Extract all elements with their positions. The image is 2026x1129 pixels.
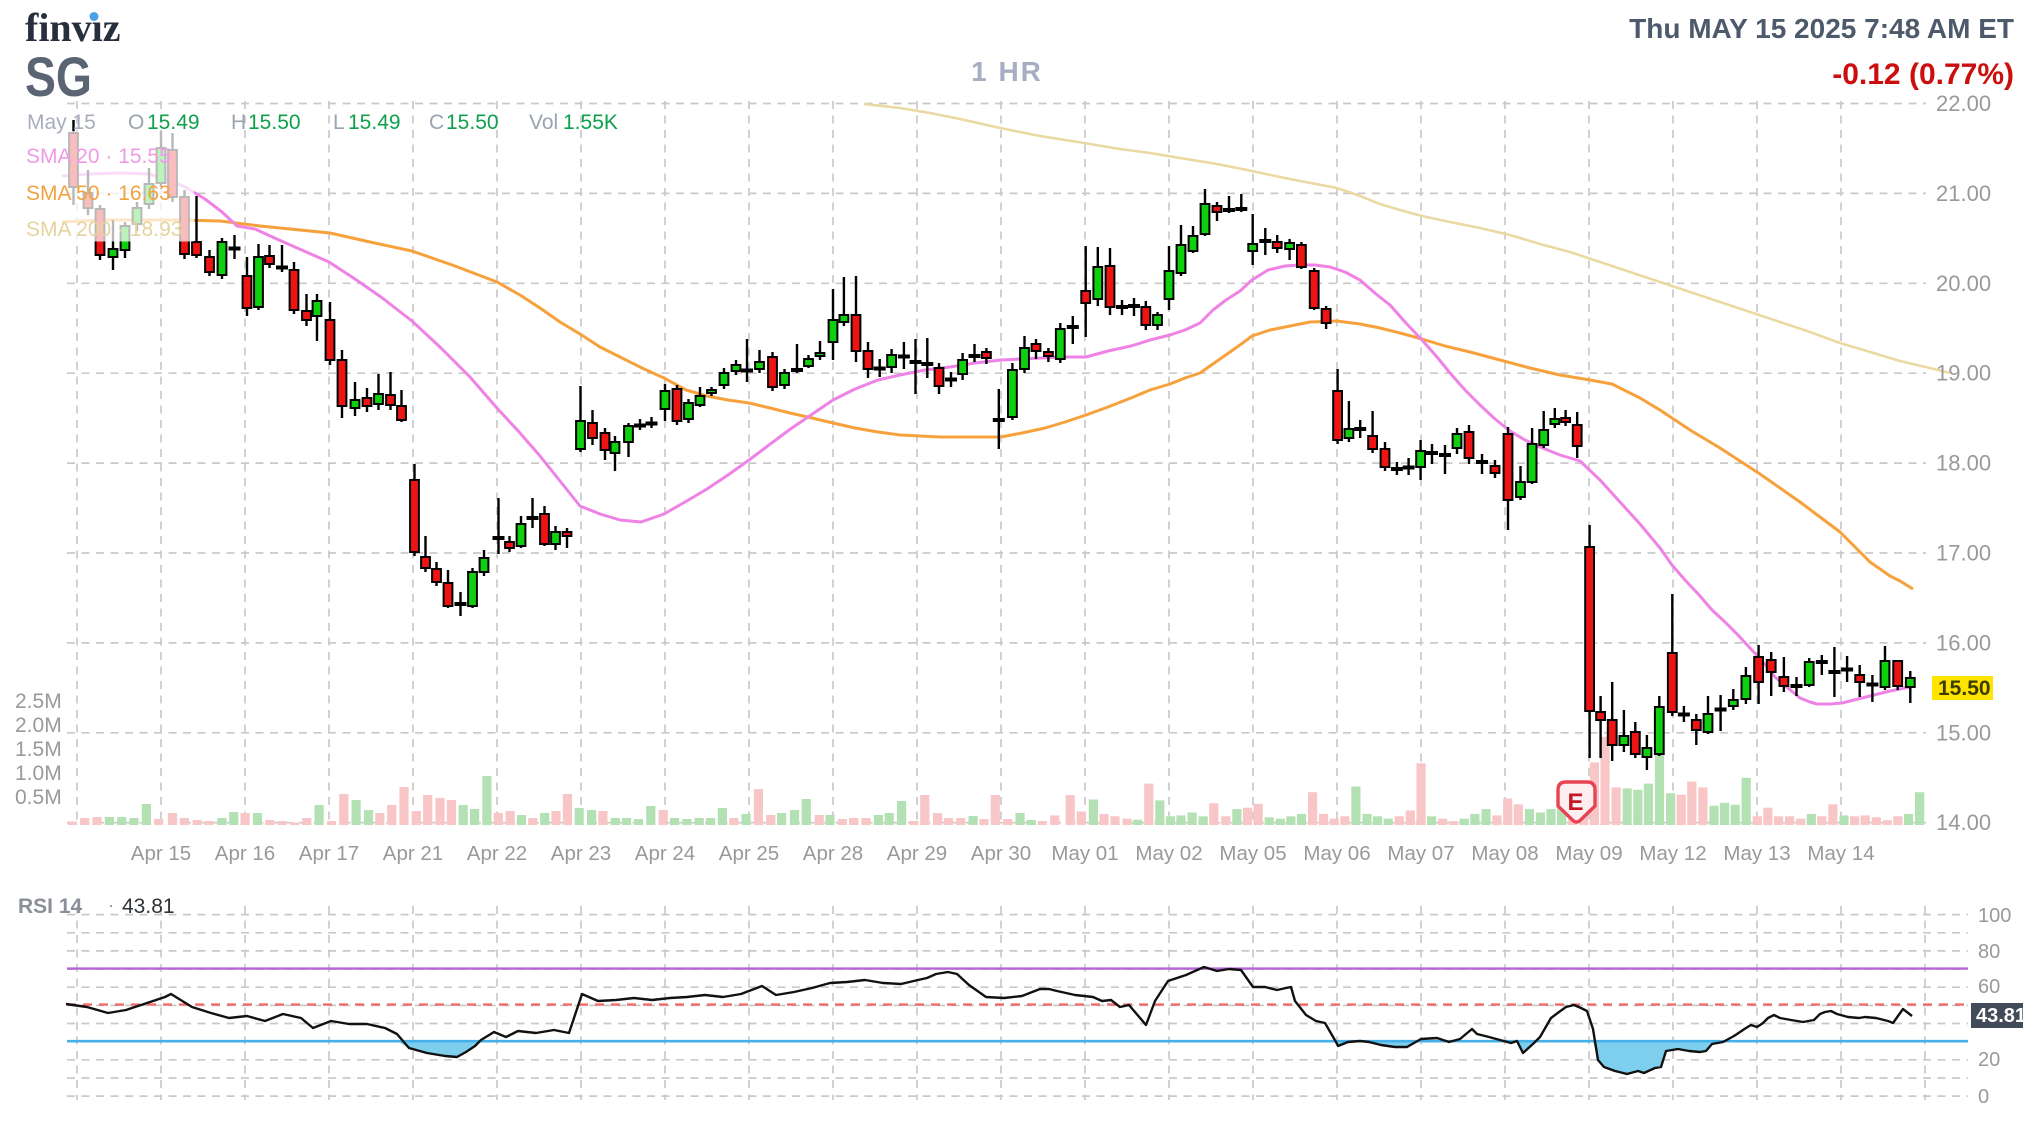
svg-text:21.00: 21.00 (1936, 181, 1991, 206)
svg-text:May 09: May 09 (1555, 842, 1622, 865)
svg-text:Apr 15: Apr 15 (131, 842, 191, 865)
svg-text:E: E (1567, 789, 1583, 816)
svg-text:SG: SG (25, 45, 92, 108)
svg-text:15.49: 15.49 (147, 111, 200, 134)
svg-text:May 13: May 13 (1723, 842, 1790, 865)
svg-text:May 05: May 05 (1219, 842, 1286, 865)
svg-text:May 08: May 08 (1471, 842, 1538, 865)
svg-text:15.50: 15.50 (1938, 677, 1991, 700)
svg-text:Apr 21: Apr 21 (383, 842, 443, 865)
svg-text:H: H (231, 111, 246, 134)
svg-text:Apr 22: Apr 22 (467, 842, 527, 865)
svg-text:43.81: 43.81 (1976, 1005, 2026, 1027)
svg-text:1.55K: 1.55K (563, 111, 618, 134)
svg-text:May 07: May 07 (1387, 842, 1454, 865)
svg-text:May 12: May 12 (1639, 842, 1706, 865)
svg-text:May 02: May 02 (1135, 842, 1202, 865)
svg-text:SMA 50 · 16.63: SMA 50 · 16.63 (26, 182, 171, 205)
svg-text:May 15: May 15 (27, 111, 96, 134)
svg-text:22.00: 22.00 (1936, 91, 1991, 116)
svg-text:2.0M: 2.0M (15, 714, 62, 737)
svg-text:RSI 14: RSI 14 (18, 895, 83, 918)
svg-text:16.00: 16.00 (1936, 630, 1991, 655)
svg-text:20.00: 20.00 (1936, 271, 1991, 296)
svg-text:Apr 24: Apr 24 (635, 842, 695, 865)
svg-text:SMA 200 · 18.93: SMA 200 · 18.93 (26, 218, 182, 241)
svg-text:1 HR: 1 HR (971, 56, 1043, 87)
svg-text:Apr 25: Apr 25 (719, 842, 779, 865)
svg-text:Apr 30: Apr 30 (971, 842, 1031, 865)
svg-text:-0.12 (0.77%): -0.12 (0.77%) (1832, 58, 2014, 91)
svg-text:May 01: May 01 (1051, 842, 1118, 865)
svg-text:·: · (108, 895, 114, 915)
svg-text:18.00: 18.00 (1936, 451, 1991, 476)
svg-text:17.00: 17.00 (1936, 541, 1991, 566)
svg-text:14.00: 14.00 (1936, 810, 1991, 835)
svg-text:Apr 16: Apr 16 (215, 842, 275, 865)
svg-text:Apr 28: Apr 28 (803, 842, 863, 865)
svg-text:finviz: finviz (25, 5, 121, 50)
svg-text:60: 60 (1978, 976, 2000, 998)
svg-text:C: C (429, 111, 444, 134)
svg-text:0: 0 (1978, 1086, 1989, 1108)
svg-text:15.50: 15.50 (248, 111, 301, 134)
svg-text:19.00: 19.00 (1936, 361, 1991, 386)
svg-text:80: 80 (1978, 941, 2000, 963)
svg-text:100: 100 (1978, 905, 2011, 927)
svg-text:Vol: Vol (529, 111, 558, 134)
svg-text:2.5M: 2.5M (15, 690, 62, 713)
svg-text:May 06: May 06 (1303, 842, 1370, 865)
svg-text:15.50: 15.50 (446, 111, 499, 134)
svg-text:15.00: 15.00 (1936, 720, 1991, 745)
svg-text:15.49: 15.49 (348, 111, 401, 134)
svg-text:1.5M: 1.5M (15, 738, 62, 761)
svg-text:Apr 17: Apr 17 (299, 842, 359, 865)
svg-text:Thu MAY 15 2025 7:48 AM ET: Thu MAY 15 2025 7:48 AM ET (1629, 13, 2014, 44)
svg-text:SMA 20 · 15.55: SMA 20 · 15.55 (26, 145, 171, 168)
svg-text:Apr 29: Apr 29 (887, 842, 947, 865)
svg-text:May 14: May 14 (1807, 842, 1874, 865)
svg-text:0.5M: 0.5M (15, 786, 62, 809)
svg-text:1.0M: 1.0M (15, 762, 62, 785)
svg-text:Apr 23: Apr 23 (551, 842, 611, 865)
svg-text:20: 20 (1978, 1049, 2000, 1071)
svg-text:L: L (333, 111, 345, 134)
svg-text:43.81: 43.81 (122, 895, 175, 918)
svg-text:O: O (128, 111, 144, 134)
